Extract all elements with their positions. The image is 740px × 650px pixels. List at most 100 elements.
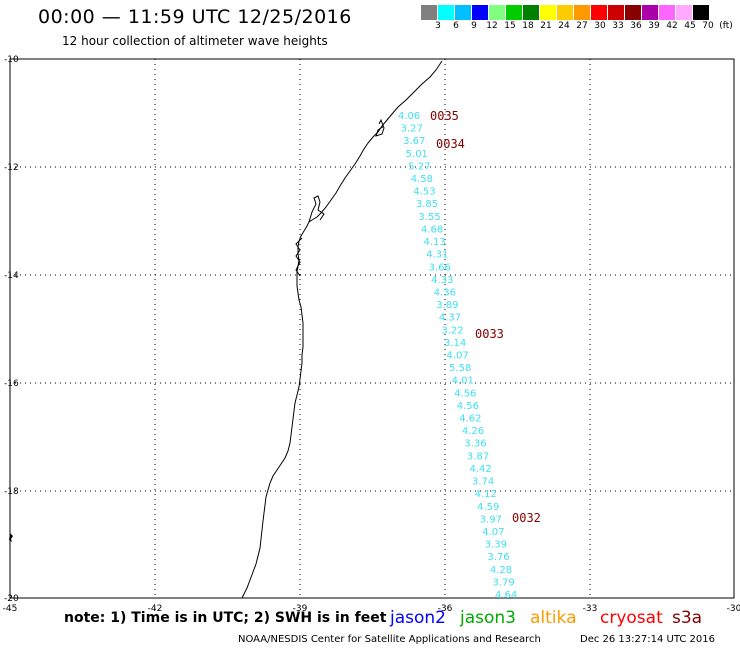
pass-time-label: 0035 bbox=[430, 109, 459, 123]
satellite-legend-cryosat: cryosat bbox=[600, 608, 663, 628]
swh-value: 5.01 bbox=[406, 149, 428, 160]
scale-swatch bbox=[642, 5, 659, 20]
swh-value: 3.36 bbox=[464, 439, 486, 450]
swh-value: 5.27 bbox=[408, 161, 430, 172]
swh-value: 4.56 bbox=[454, 388, 476, 399]
scale-label: 45 bbox=[684, 21, 696, 31]
swh-value: 3.89 bbox=[436, 300, 458, 311]
scale-swatch bbox=[574, 5, 591, 20]
swh-track: 4.06 3.273.67 5.015.27 4.58 4.533.85 3.554.68… bbox=[398, 111, 517, 601]
scale-label: 6 bbox=[453, 21, 459, 31]
credit-text: NOAA/NESDIS Center for Satellite Applica… bbox=[238, 634, 541, 645]
longitude-label: -42 bbox=[148, 604, 163, 614]
swh-value: 5.58 bbox=[449, 363, 471, 374]
latitude-label: -18 bbox=[4, 487, 19, 497]
satellite-legend-altika: altika bbox=[530, 608, 577, 628]
swh-value: 4.28 bbox=[490, 565, 512, 576]
pass-time-label: 0033 bbox=[475, 327, 504, 341]
swh-value: 4.31 bbox=[426, 250, 448, 261]
pass-time-label: 0034 bbox=[436, 137, 465, 151]
longitude-label: -45 bbox=[3, 604, 18, 614]
swh-value: 3.85 bbox=[416, 199, 438, 210]
island bbox=[9, 533, 13, 542]
scale-label: 9 bbox=[471, 21, 477, 31]
scale-label: 3 bbox=[435, 21, 441, 31]
scale-swatch bbox=[693, 5, 710, 20]
swh-value: 4.56 bbox=[457, 401, 479, 412]
scale-swatch bbox=[608, 5, 625, 20]
scale-swatch bbox=[523, 5, 540, 20]
scale-label: 12 bbox=[486, 21, 498, 31]
swh-value: 3.39 bbox=[485, 540, 507, 551]
swh-value: 3.14 bbox=[444, 338, 466, 349]
scale-label: 27 bbox=[576, 21, 588, 31]
scale-swatch bbox=[659, 5, 676, 20]
latitude-label: -14 bbox=[4, 271, 19, 281]
swh-value: 4.37 bbox=[439, 313, 461, 324]
latitude-label: -10 bbox=[4, 55, 19, 65]
scale-label: 21 bbox=[540, 21, 552, 31]
wave-height-color-scale: 3 6 9 12 15 18 21 24 27 30 33 36 39 42 45 70 (ft) bbox=[421, 5, 733, 34]
scale-swatch bbox=[676, 5, 693, 20]
swh-value: 4.26 bbox=[462, 426, 484, 437]
swh-value: 3.97 bbox=[480, 514, 502, 525]
scale-swatch bbox=[438, 5, 455, 20]
latitude-label: -12 bbox=[4, 163, 19, 173]
swh-value: 3.55 bbox=[418, 212, 440, 223]
swh-value: 4.33 bbox=[431, 275, 453, 286]
footer-note: note: 1) Time is in UTC; 2) SWH is in fe… bbox=[64, 610, 387, 626]
longitude-label: -36 bbox=[438, 604, 453, 614]
swh-value: 3.67 bbox=[403, 136, 425, 147]
longitude-label: -39 bbox=[293, 604, 308, 614]
scale-label: 30 bbox=[594, 21, 606, 31]
swh-value: 3.79 bbox=[492, 577, 514, 588]
pass-time-label: 0032 bbox=[512, 511, 541, 525]
axis-labels: -45 -42 -39 -36 -33 -30 -10 -12 -14 -16 -18 -20 bbox=[3, 55, 740, 614]
map-frame bbox=[9, 58, 735, 599]
satellite-legend-s3a: s3a bbox=[672, 608, 703, 628]
scale-label: 33 bbox=[612, 21, 624, 31]
scale-swatch bbox=[472, 5, 489, 20]
bay-outline bbox=[295, 118, 385, 277]
swh-value: 4.13 bbox=[424, 237, 446, 248]
scale-swatch bbox=[540, 5, 557, 20]
satellite-legend-jason2: jason2 bbox=[390, 608, 446, 628]
latitude-label: -16 bbox=[4, 379, 19, 389]
satellite-legend-jason3: jason3 bbox=[460, 608, 516, 628]
time-labels: 0035 0034 0033 0032 bbox=[430, 109, 541, 525]
swh-value: 3.76 bbox=[487, 552, 509, 563]
swh-value: 4.01 bbox=[452, 376, 474, 387]
scale-swatch bbox=[421, 5, 438, 20]
scale-label: 18 bbox=[522, 21, 534, 31]
scale-label: 70 bbox=[702, 21, 714, 31]
swh-value: 3.74 bbox=[472, 477, 494, 488]
swh-value: 4.58 bbox=[411, 174, 433, 185]
coastline bbox=[241, 60, 443, 599]
generation-timestamp: Dec 26 13:27:14 UTC 2016 bbox=[580, 634, 715, 645]
swh-value: 3.87 bbox=[467, 451, 489, 462]
swh-value: 4.12 bbox=[475, 489, 497, 500]
swh-value: 4.07 bbox=[482, 527, 504, 538]
scale-swatch bbox=[591, 5, 608, 20]
scale-swatch bbox=[557, 5, 574, 20]
scale-label: (ft) bbox=[719, 21, 733, 31]
swh-value: 4.53 bbox=[413, 187, 435, 198]
lat-lon-grid bbox=[9, 58, 735, 599]
scale-swatch bbox=[489, 5, 506, 20]
scale-label: 42 bbox=[666, 21, 678, 31]
scale-swatch bbox=[455, 5, 472, 20]
swh-value: 4.07 bbox=[447, 351, 469, 362]
swh-value: 4.36 bbox=[434, 287, 456, 298]
scale-label: 36 bbox=[630, 21, 642, 31]
scale-label: 24 bbox=[558, 21, 570, 31]
page-subtitle: 12 hour collection of altimeter wave hei… bbox=[62, 34, 328, 48]
swh-value: 4.42 bbox=[469, 464, 491, 475]
swh-value: 4.62 bbox=[459, 414, 481, 425]
swh-value: 4.06 bbox=[398, 111, 420, 122]
swh-value: 4.59 bbox=[477, 502, 499, 513]
swh-value: 4.64 bbox=[495, 590, 517, 601]
scale-swatch bbox=[625, 5, 642, 20]
scale-label: 15 bbox=[504, 21, 516, 31]
scale-label: 39 bbox=[648, 21, 660, 31]
